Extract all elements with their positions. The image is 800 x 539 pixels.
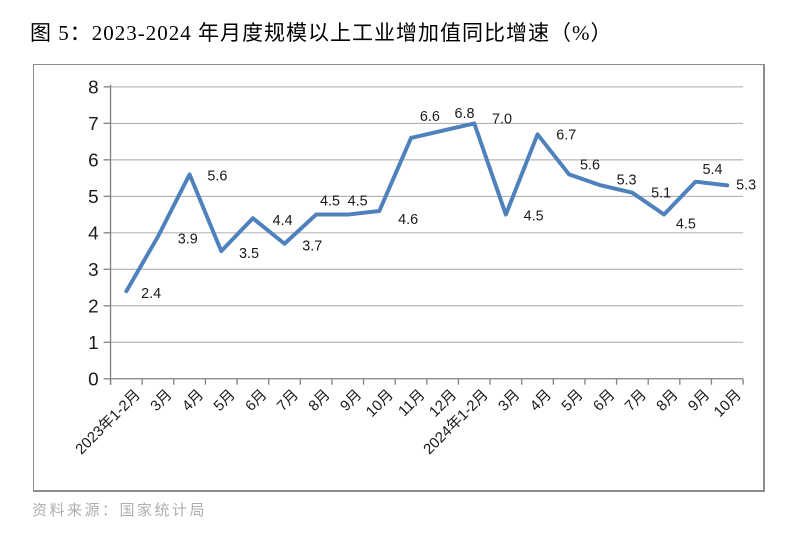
x-axis-tick-label: 5月 [211, 387, 239, 415]
x-axis-tick-label: 3月 [148, 387, 176, 415]
x-axis-tick-label: 2023年1-2月 [72, 386, 144, 458]
data-label: 4.4 [273, 213, 293, 229]
x-axis-tick-label: 7月 [622, 387, 650, 415]
x-axis-tick-label: 3月 [496, 387, 524, 415]
x-axis-tick-label: 8月 [654, 387, 682, 415]
data-label: 4.5 [348, 194, 368, 210]
data-label: 6.8 [454, 106, 474, 122]
data-label: 4.6 [398, 212, 418, 228]
data-label: 2.4 [141, 286, 161, 302]
data-label: 5.3 [617, 172, 637, 188]
y-axis-tick-label: 6 [88, 149, 99, 170]
source-note: 资料来源：国家统计局 [32, 503, 208, 519]
figure-title: 图 5：2023-2024 年月度规模以上工业增加值同比增速（%） [30, 21, 613, 45]
data-label: 5.6 [580, 157, 600, 173]
series-line [124, 121, 730, 294]
x-axis-tick-label: 4月 [179, 387, 207, 415]
y-axis-tick-label: 4 [88, 222, 99, 243]
y-axis-tick-label: 3 [88, 259, 99, 280]
data-label: 4.5 [524, 209, 544, 225]
x-axis-tick-label: 9月 [338, 387, 366, 415]
y-axis-tick-label: 5 [88, 186, 99, 207]
x-axis-tick-label: 6月 [243, 387, 271, 415]
data-label: 6.6 [420, 109, 440, 125]
y-axis-tick-label: 7 [88, 113, 99, 134]
data-label: 3.9 [178, 231, 198, 247]
data-label: 5.1 [651, 186, 671, 202]
x-axis-tick-label: 8月 [306, 387, 334, 415]
data-label: 5.6 [207, 168, 227, 184]
y-axis-tick-label: 2 [88, 295, 99, 316]
data-label: 4.5 [320, 194, 340, 210]
x-axis-tick-label: 9月 [685, 387, 713, 415]
x-axis-tick-label: 7月 [274, 387, 302, 415]
y-axis-tick-label: 1 [88, 332, 99, 353]
chart-frame: 0 1 2 3 4 5 6 7 8 2023年1-2月 3月 4月 5月 6月 7月 8月 9月 10月 11月 12… [33, 64, 765, 492]
data-label: 5.4 [703, 162, 723, 178]
data-label: 7.0 [492, 111, 512, 127]
x-axis-tick-label: 4月 [527, 387, 555, 415]
data-label: 3.5 [239, 246, 259, 262]
x-axis-tick-label: 11月 [396, 387, 429, 420]
y-axis-tick-label: 8 [88, 76, 99, 97]
data-label: 3.7 [302, 239, 322, 255]
x-axis-tick-label: 6月 [591, 387, 619, 415]
x-axis-tick-label: 10月 [363, 387, 397, 421]
y-axis-tick-label: 0 [88, 368, 99, 389]
data-label: 6.7 [556, 127, 576, 143]
data-label: 5.3 [736, 177, 756, 193]
x-axis-tick-label: 10月 [711, 387, 745, 421]
data-label: 4.5 [676, 216, 696, 232]
x-axis-tick-label: 5月 [559, 387, 587, 415]
